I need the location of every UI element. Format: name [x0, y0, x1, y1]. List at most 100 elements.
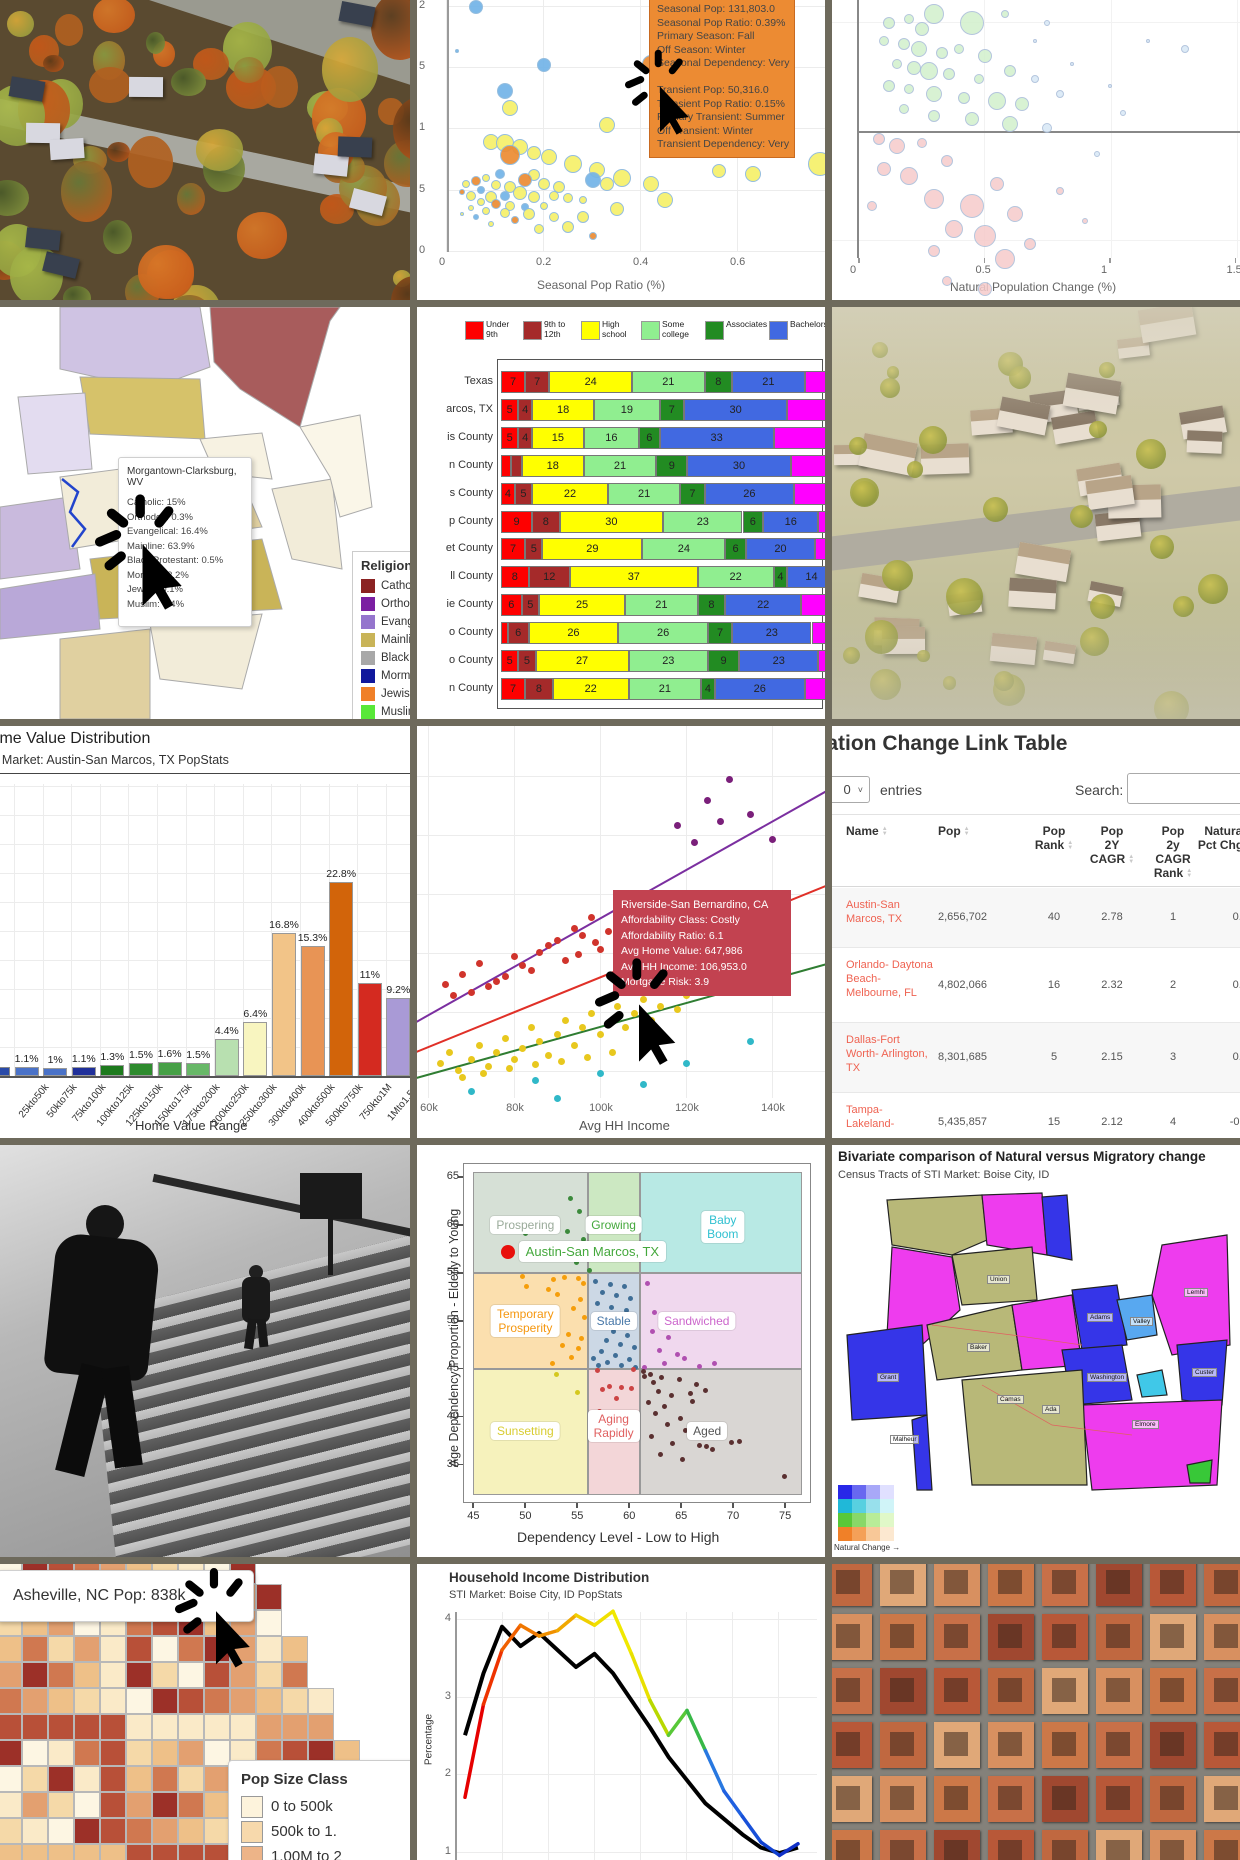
- data-point[interactable]: [587, 1267, 593, 1273]
- bar[interactable]: [129, 1063, 153, 1076]
- bar[interactable]: [157, 1062, 182, 1076]
- data-point[interactable]: [577, 1297, 583, 1303]
- data-point[interactable]: [646, 1400, 652, 1405]
- data-point[interactable]: [493, 977, 501, 985]
- bar-segment[interactable]: [549, 371, 633, 393]
- data-bubble[interactable]: [537, 57, 551, 72]
- county-cell[interactable]: [126, 1636, 152, 1662]
- data-point[interactable]: [648, 1434, 654, 1440]
- data-bubble[interactable]: [924, 4, 945, 24]
- county-cell[interactable]: [100, 1766, 126, 1792]
- data-point[interactable]: [437, 1059, 445, 1067]
- county-cell[interactable]: [152, 1792, 178, 1818]
- data-bubble[interactable]: [490, 179, 501, 190]
- natural-change-bubble-chart[interactable]: Natural Population Change (%) 0 0.5 1 1.5: [832, 0, 1240, 300]
- data-point[interactable]: [688, 1391, 694, 1397]
- data-bubble[interactable]: [945, 219, 964, 238]
- data-bubble[interactable]: [552, 181, 565, 194]
- data-point[interactable]: [510, 1055, 518, 1063]
- county-cell[interactable]: [230, 1688, 256, 1714]
- bar-segment[interactable]: [625, 594, 698, 617]
- data-point[interactable]: [613, 1002, 621, 1010]
- data-point[interactable]: [702, 1387, 708, 1393]
- data-bubble[interactable]: [994, 248, 1015, 269]
- bar-segment[interactable]: [725, 538, 746, 561]
- county-cell[interactable]: [48, 1766, 74, 1792]
- data-point[interactable]: [560, 1342, 566, 1348]
- data-point[interactable]: [575, 1276, 581, 1282]
- data-bubble[interactable]: [977, 281, 992, 296]
- county-cell[interactable]: [22, 1740, 48, 1766]
- data-bubble[interactable]: [926, 85, 943, 102]
- county-cell[interactable]: [48, 1688, 74, 1714]
- data-bubble[interactable]: [1032, 39, 1037, 43]
- bar-segment[interactable]: [501, 454, 512, 477]
- data-point[interactable]: [604, 1359, 610, 1365]
- county-cell[interactable]: [126, 1688, 152, 1714]
- data-point[interactable]: [677, 1416, 683, 1422]
- county-cell[interactable]: [48, 1818, 74, 1844]
- data-point[interactable]: [611, 1329, 617, 1335]
- bar-segment[interactable]: [763, 510, 819, 533]
- bar-segment[interactable]: [818, 650, 825, 672]
- bar-segment[interactable]: [745, 538, 815, 561]
- county-cell[interactable]: [22, 1818, 48, 1844]
- county-cell[interactable]: [0, 1714, 22, 1740]
- data-bubble[interactable]: [500, 208, 511, 219]
- bar-segment[interactable]: [639, 426, 660, 449]
- data-point[interactable]: [544, 1052, 552, 1060]
- data-point[interactable]: [555, 1291, 561, 1297]
- data-point[interactable]: [594, 1368, 600, 1374]
- data-bubble[interactable]: [471, 176, 482, 187]
- bar-segment[interactable]: [501, 510, 533, 533]
- column-header[interactable]: Pop ▲ ▼: [938, 824, 970, 838]
- county-cell[interactable]: [48, 1636, 74, 1662]
- sort-icon[interactable]: ▲ ▼: [1067, 839, 1074, 851]
- data-point[interactable]: [458, 970, 466, 978]
- data-bubble[interactable]: [584, 171, 601, 188]
- column-header[interactable]: Pop 2Y CAGR ▲ ▼: [1089, 824, 1135, 866]
- data-point[interactable]: [593, 1279, 599, 1285]
- bar-segment[interactable]: [501, 650, 519, 672]
- data-point[interactable]: [665, 1422, 671, 1428]
- county-cell[interactable]: [100, 1818, 126, 1844]
- county-cell[interactable]: [152, 1818, 178, 1844]
- county-cell[interactable]: [22, 1714, 48, 1740]
- bar-segment[interactable]: [525, 538, 543, 561]
- data-point[interactable]: [614, 1396, 620, 1402]
- row-name-link[interactable]: Dallas-Fort Worth- Arlington, TX: [846, 1034, 928, 1074]
- data-bubble[interactable]: [711, 164, 726, 179]
- data-point[interactable]: [549, 1360, 555, 1366]
- bar-segment[interactable]: [628, 677, 702, 700]
- data-point[interactable]: [467, 1055, 475, 1063]
- bar-segment[interactable]: [642, 538, 726, 561]
- county-cell[interactable]: [0, 1688, 22, 1714]
- sort-icon[interactable]: ▲ ▼: [1186, 867, 1193, 879]
- data-bubble[interactable]: [505, 200, 516, 211]
- row-name-link[interactable]: Austin-San Marcos, TX: [846, 899, 903, 925]
- data-point[interactable]: [609, 1048, 617, 1056]
- bar-segment[interactable]: [538, 594, 626, 617]
- data-point[interactable]: [747, 811, 754, 818]
- data-point[interactable]: [728, 1440, 734, 1446]
- county-cell[interactable]: [152, 1740, 178, 1766]
- data-bubble[interactable]: [1044, 20, 1051, 26]
- county-cell[interactable]: [204, 1766, 230, 1792]
- bar-segment[interactable]: [583, 454, 657, 477]
- data-point[interactable]: [747, 1038, 754, 1046]
- data-bubble[interactable]: [469, 0, 484, 15]
- data-point[interactable]: [596, 945, 604, 953]
- data-point[interactable]: [628, 1385, 634, 1391]
- data-point[interactable]: [581, 1237, 587, 1243]
- bar-segment[interactable]: [501, 482, 515, 505]
- data-point[interactable]: [550, 1277, 556, 1283]
- data-point[interactable]: [673, 821, 681, 829]
- data-bubble[interactable]: [920, 62, 939, 80]
- data-point[interactable]: [557, 1057, 565, 1065]
- sort-icon[interactable]: ▲ ▼: [1128, 853, 1135, 865]
- data-point[interactable]: [621, 1284, 627, 1290]
- data-point[interactable]: [609, 1305, 615, 1311]
- data-point[interactable]: [553, 1031, 561, 1039]
- data-point[interactable]: [768, 835, 776, 843]
- data-bubble[interactable]: [510, 216, 519, 225]
